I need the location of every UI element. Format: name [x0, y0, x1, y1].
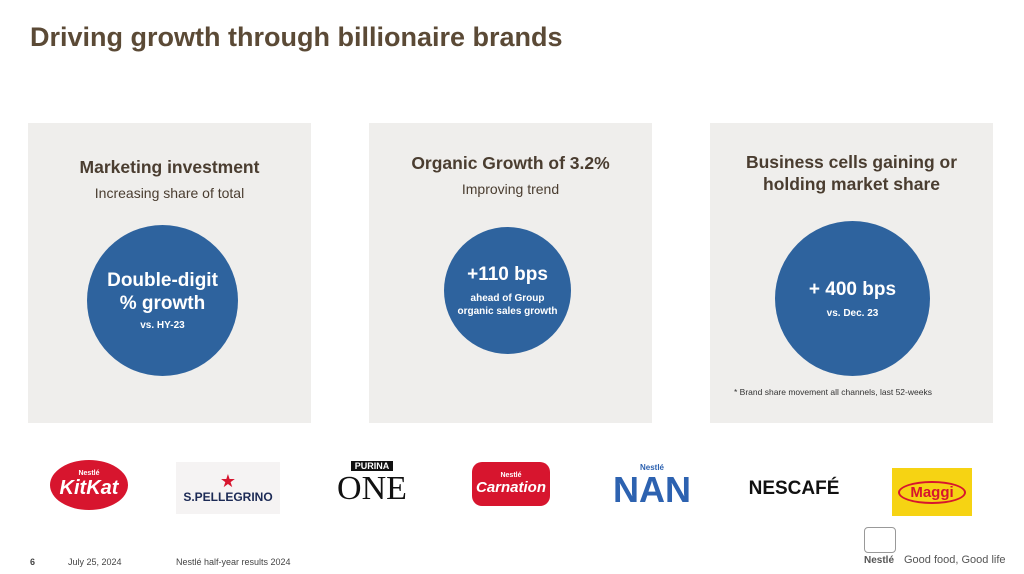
panel: Organic Growth of 3.2% Improving trend +… [369, 123, 652, 423]
circle-sub: ahead of Group organic sales growth [457, 293, 558, 317]
panel-heading: Business cells gaining or holding market… [745, 152, 958, 194]
brand-wordmark: Nestlé [864, 555, 895, 566]
brand-small: PURINA [350, 461, 394, 471]
brand-name: Maggi [898, 480, 966, 504]
brand-logo: Nestlé NAN [600, 460, 704, 510]
circle-main: + 400 bps [808, 278, 897, 300]
brand-logo: NESCAFÉ [744, 472, 844, 506]
highlight-circle: +110 bps ahead of Group organic sales gr… [444, 227, 571, 354]
panel-heading: Organic Growth of 3.2% [411, 153, 610, 173]
brand-logo: ★ S.PELLEGRINO [176, 462, 280, 514]
brand-name: NESCAFÉ [748, 478, 840, 499]
circle-sub: vs. Dec. 23 [826, 307, 879, 319]
highlight-circle: + 400 bps vs. Dec. 23 [775, 221, 930, 376]
brand-name: KitKat [59, 477, 119, 499]
panel-subheading: Improving trend [461, 181, 560, 197]
brand-logo: Nestlé KitKat [50, 460, 128, 510]
panel-heading: Marketing investment [79, 157, 260, 177]
brand-logo: PURINA ONE [328, 458, 416, 510]
circle-main: +110 bps [467, 264, 548, 285]
panel: Business cells gaining or holding market… [710, 123, 993, 423]
nest-icon [864, 527, 896, 553]
brand-small: Nestlé [78, 470, 100, 477]
panel-subheading: Increasing share of total [94, 185, 245, 201]
panel: Marketing investment Increasing share of… [28, 123, 311, 423]
brand-name: NAN [613, 468, 691, 510]
brand-name: S.PELLEGRINO [183, 490, 273, 504]
document-name: Nestlé half-year results 2024 [176, 557, 291, 567]
page-number: 6 [30, 557, 36, 567]
highlight-circle: Double-digit % growth vs. HY-23 [87, 225, 238, 376]
brand-logo: Nestlé Carnation [472, 462, 550, 506]
circle-main: Double-digit % growth [107, 270, 218, 314]
brand-name: Carnation [475, 479, 546, 496]
brand-small: Nestlé [639, 462, 664, 472]
tagline: Good food, Good life [904, 554, 1006, 566]
title: Driving growth through billionaire brand… [30, 22, 563, 52]
date: July 25, 2024 [68, 557, 122, 567]
footnote: * Brand share movement all channels, las… [734, 387, 932, 397]
brand-name: ONE [337, 470, 407, 507]
circle-sub: vs. HY-23 [140, 320, 185, 331]
brand-logo: Maggi [892, 468, 972, 516]
brand-small: Nestlé [500, 472, 522, 479]
star-icon: ★ [219, 471, 237, 491]
